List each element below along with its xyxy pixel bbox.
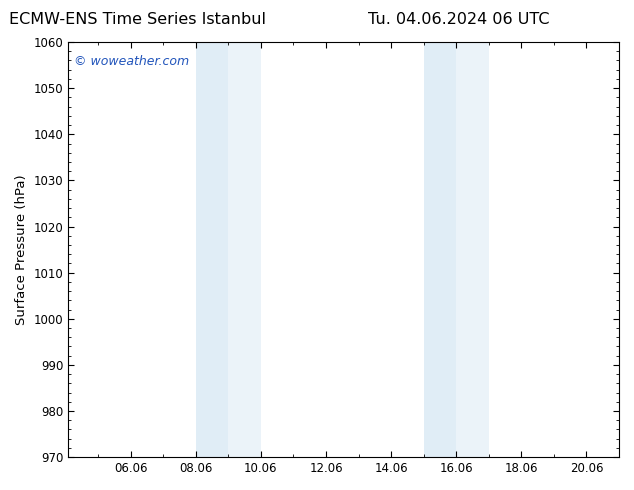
Bar bbox=[228, 42, 261, 457]
Bar bbox=[456, 42, 489, 457]
Y-axis label: Surface Pressure (hPa): Surface Pressure (hPa) bbox=[15, 174, 28, 325]
Bar bbox=[196, 42, 228, 457]
Bar bbox=[424, 42, 456, 457]
Text: ECMW-ENS Time Series Istanbul: ECMW-ENS Time Series Istanbul bbox=[10, 12, 266, 27]
Text: © woweather.com: © woweather.com bbox=[74, 54, 189, 68]
Text: Tu. 04.06.2024 06 UTC: Tu. 04.06.2024 06 UTC bbox=[368, 12, 549, 27]
